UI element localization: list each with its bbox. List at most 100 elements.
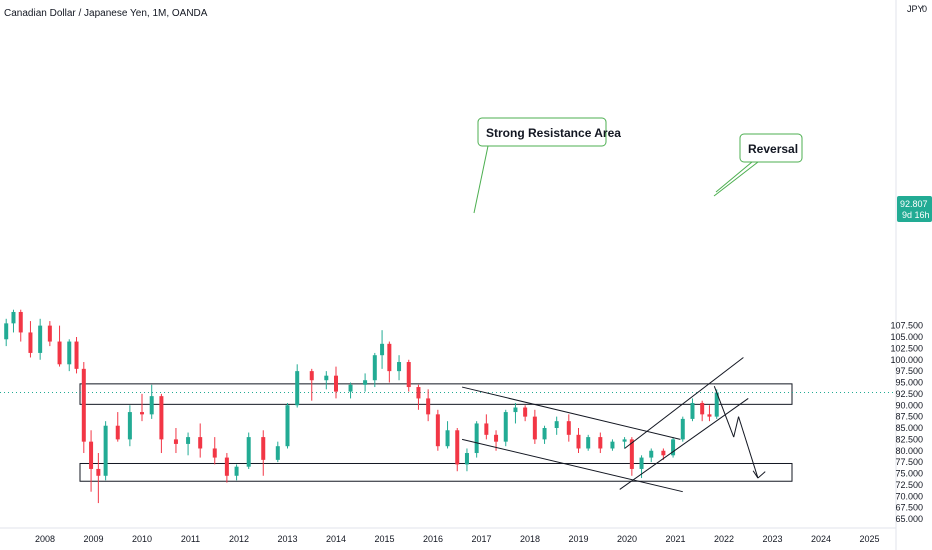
y-tick-label: 90.000 [895,400,923,410]
candle-body [334,375,338,392]
candle-body [47,325,52,342]
y-tick-label: 92.500 [895,389,923,399]
candle-body [4,323,9,340]
y-tick-label: 70.000 [895,491,923,501]
y-tick-label: 102.500 [890,343,923,353]
x-tick-label: 2018 [520,534,540,544]
candle-body [464,453,469,465]
currency-label[interactable]: JPY [907,4,924,14]
reversal-callout-pointer-1 [715,161,753,193]
time-axis[interactable]: 2008 2009 2010 2011 2012 2013 2014 2015 2016 2017… [35,534,880,544]
reversal-arrowhead-right[interactable] [757,471,766,479]
y-tick-label: 80.000 [895,446,923,456]
candle-body [576,434,581,449]
candle-body [586,437,591,449]
y-tick-label: 105.000 [890,332,923,342]
candle-body [690,402,695,419]
reversal-callout[interactable]: Reversal [713,133,803,197]
resistance-callout[interactable]: Strong Resistance Area [473,117,621,214]
y-tick-label: 67.500 [895,503,923,513]
x-tick-label: 2008 [35,534,55,544]
candle-body [523,407,528,417]
candle-body [127,412,132,440]
candle-body [639,457,644,469]
chart-title: Canadian Dollar / Japanese Yen, 1M, OAND… [4,8,208,19]
reversal-arrowhead-left[interactable] [752,470,759,479]
candle-body [406,362,411,388]
current-price-badge [897,196,932,222]
y-tick-label: 85.000 [895,423,923,433]
x-tick-label: 2016 [423,534,443,544]
y-tick-label: 65.000 [895,514,923,524]
candle-body [610,441,615,449]
x-tick-label: 2013 [277,534,297,544]
y-tick-label: 87.500 [895,412,923,422]
x-tick-label: 2019 [568,534,588,544]
candle-body [680,418,685,440]
candle-body [261,437,266,460]
candle-body [149,396,154,415]
candle-body [513,407,518,413]
y-tick-label: 97.500 [895,366,923,376]
candle-body [494,434,499,442]
x-tick-label: 2009 [83,534,103,544]
candle-body [474,423,479,454]
candle-body [566,421,571,435]
reversal-arrow-leg-2[interactable] [733,416,740,438]
candle-body [74,341,79,369]
reversal-callout-label: Reversal [748,142,798,156]
resistance-zone[interactable] [79,383,793,405]
candle-body [348,384,353,392]
x-tick-label: 2024 [811,534,831,544]
zero-label: 0 [922,4,927,14]
candle-body [435,414,440,447]
y-tick-label: 77.500 [895,457,923,467]
candle-body [186,437,191,444]
y-tick-label: 107.500 [890,321,923,331]
candle-body [324,375,329,381]
candle-body [455,430,460,465]
resistance-callout-pointer [473,145,489,214]
candle-body [309,371,314,381]
resistance-callout-box [477,117,607,147]
candle-body [629,439,634,469]
candle-body [18,311,23,333]
candle-body [234,466,239,476]
x-tick-label: 2020 [617,534,637,544]
candle-body [503,412,508,442]
candle-body [363,380,368,385]
current-price-label[interactable]: 92.807 9d 16h [897,196,932,222]
candle-body [380,343,385,356]
candle-body [649,450,654,458]
support-zone[interactable] [79,462,793,482]
candle-body [622,439,627,442]
candle-body [387,343,392,372]
candle-body [67,341,72,365]
candle-body [96,468,101,476]
candle-body [484,423,489,435]
descending-channel-lower[interactable] [461,438,683,493]
reversal-callout-box [739,133,803,163]
candle-body [198,437,203,449]
ascending-channel-lower[interactable] [619,398,749,490]
candle-body [285,405,290,447]
candle-body [246,437,251,467]
candle-body [707,414,712,417]
candle-body [159,396,164,440]
x-tick-label: 2010 [132,534,152,544]
y-tick-label: 82.500 [895,434,923,444]
candle-body [714,392,719,417]
resistance-callout-label: Strong Resistance Area [486,126,621,140]
candle-body [372,355,377,381]
x-tick-label: 2015 [374,534,394,544]
candle-body [28,332,33,353]
drawings-layer [461,357,766,493]
ascending-channel-upper[interactable] [624,357,744,449]
descending-channel-upper[interactable] [461,386,681,440]
reversal-arrow-leg-1[interactable] [713,385,735,438]
reversal-arrow-leg-3[interactable] [738,416,759,479]
x-tick-label: 2011 [181,534,200,544]
candle-body [295,371,300,406]
